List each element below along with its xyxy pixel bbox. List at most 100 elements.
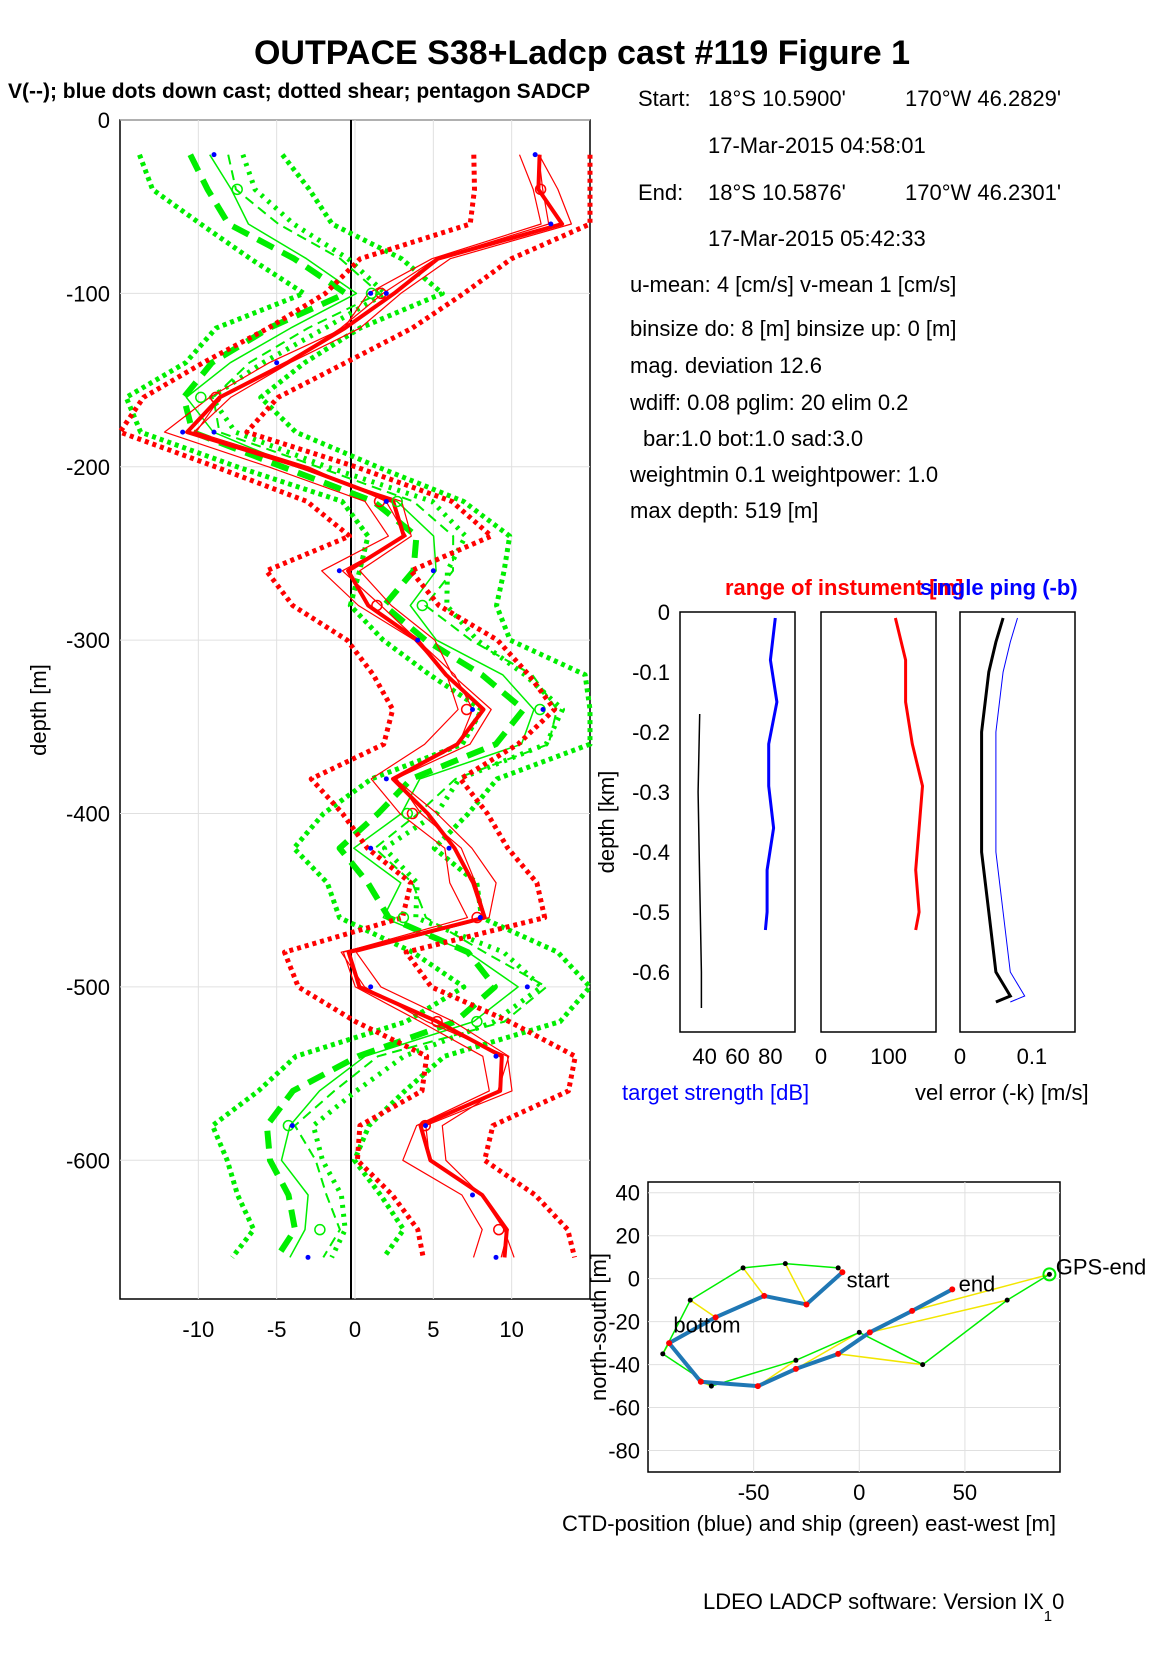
ship-point [708, 1383, 714, 1389]
green-velocity-dashed-thin [212, 154, 558, 1258]
downcast-dot [493, 1254, 499, 1260]
downcast-dot [305, 1254, 311, 1260]
position-plot: -50 0 50 40 20 0 -20 -40 -60 -80 start end bottom GPS… [562, 1181, 1146, 1536]
depth-axis-label: depth [m] [26, 664, 51, 756]
end-lat: 18°S 10.5876' [708, 180, 846, 205]
pos-x-tick: 50 [953, 1480, 977, 1505]
bar-weights: bar:1.0 bot:1.0 sad:3.0 [643, 426, 863, 451]
downcast-dot [532, 152, 538, 158]
pos-axes-box [647, 1181, 1061, 1473]
range-x-tick: 0 [815, 1044, 827, 1069]
x-tick-label: 5 [427, 1317, 439, 1342]
pos-x-tick: -50 [738, 1480, 770, 1505]
ctd-ship-link [911, 1273, 1050, 1312]
x-tick-label: 10 [499, 1317, 523, 1342]
single-ping-line [995, 617, 1026, 1003]
red-velocity-mean [185, 154, 565, 1258]
ctd-track [666, 1270, 954, 1389]
software-version-text: LDEO LADCP software: Version IX [703, 1589, 1044, 1614]
target-strength-line [763, 617, 779, 931]
depth-km-tick: -0.4 [632, 840, 670, 865]
single-ping-title: single ping (-b) [920, 575, 1078, 600]
downcast-dot [493, 1053, 499, 1059]
pos-ylabel: north-south [m] [586, 1253, 611, 1401]
vel-error-line [980, 617, 1013, 1004]
ship-point [740, 1265, 746, 1271]
downcast-dot [383, 498, 389, 504]
downcast-dot [446, 845, 452, 851]
range-title: range of instument [m] [725, 575, 963, 600]
figure-subtitle: V(--); blue dots down cast; dotted shear… [8, 80, 590, 103]
target-strength-panel [679, 611, 796, 1033]
downcast-dot [180, 429, 186, 435]
pos-label-start: start [847, 1267, 890, 1292]
downcast-dot [548, 221, 554, 227]
depth-km-tick: -0.1 [632, 660, 670, 685]
depth-km-tick: -0.6 [632, 960, 670, 985]
end-time: 17-Mar-2015 05:42:33 [708, 226, 926, 251]
green-velocity-thin [185, 154, 535, 1258]
y-tick-label: -400 [66, 802, 110, 827]
pos-y-tick: -20 [608, 1310, 640, 1335]
x-tick-label: -10 [182, 1317, 214, 1342]
downcast-dot [368, 290, 374, 296]
downcast-dot [274, 360, 280, 366]
ctd-ship-link [784, 1263, 808, 1305]
ctd-point [792, 1365, 799, 1372]
err-x-tick: 0 [954, 1044, 966, 1069]
pos-y-tick: -40 [608, 1353, 640, 1378]
ctd-point [949, 1286, 956, 1293]
ship-point [782, 1261, 788, 1267]
downcast-dot [415, 637, 421, 643]
range-panel [820, 611, 937, 1033]
range-x-tick: 100 [870, 1044, 907, 1069]
depth-km-label: depth [km] [594, 771, 619, 874]
downcast-dot [211, 429, 217, 435]
ctd-point [835, 1350, 842, 1357]
start-time: 17-Mar-2015 04:58:01 [708, 133, 926, 158]
ship-point [687, 1297, 693, 1303]
sadcp-pentagon-red [406, 807, 419, 820]
sadcp-pentagon-green [314, 1223, 326, 1236]
downcast-dot [211, 152, 217, 158]
ctd-ship-link [838, 1353, 923, 1366]
error-panel [959, 611, 1076, 1033]
ctd-point [666, 1340, 673, 1347]
depth-km-tick: -0.3 [632, 780, 670, 805]
beam-strength-line [697, 713, 703, 1008]
sadcp-pentagon-green [397, 911, 410, 924]
ship-point [856, 1329, 862, 1335]
ctd-ship-link [795, 1331, 860, 1370]
ctd-point [866, 1329, 873, 1336]
ship-point [1046, 1271, 1052, 1277]
range-line [893, 617, 925, 931]
sadcp-pentagon-green [231, 183, 243, 196]
downcast-dot [368, 845, 374, 851]
pos-label-bottom: bottom [673, 1312, 740, 1337]
ship-point [660, 1351, 666, 1357]
downcast-dot [336, 568, 342, 574]
sadcp-pentagon-red [210, 391, 222, 404]
ctd-point [803, 1301, 810, 1308]
range-axes-box [820, 611, 937, 1033]
pos-y-tick: -60 [608, 1396, 640, 1421]
cast-info: Start: 18°S 10.5900' 170°W 46.2829' 17-M… [629, 86, 1061, 523]
velocity-profile-plot: -10 -5 0 5 10 0 -100 -200 -300 -400 -500 -600 depth… [26, 108, 593, 1342]
err-x-tick: 0.1 [1017, 1044, 1048, 1069]
downcast-dot [470, 1192, 475, 1198]
downcast-dot [289, 1123, 295, 1129]
pos-label-end: end [959, 1272, 996, 1297]
pos-x-tick: 0 [853, 1480, 865, 1505]
ts-x-tick: 60 [725, 1044, 749, 1069]
pos-y-tick: 20 [616, 1224, 640, 1249]
mag-deviation: mag. deviation 12.6 [630, 353, 822, 378]
err-axes-box [959, 611, 1076, 1033]
sadcp-pentagon-green [416, 599, 429, 612]
y-tick-label: 0 [98, 108, 110, 133]
downcast-dot [524, 984, 530, 990]
pos-y-tick: 0 [628, 1267, 640, 1292]
sadcp-pentagon-green [365, 287, 378, 300]
end-label: End: [638, 180, 683, 205]
target-strength-label: target strength [dB] [622, 1080, 809, 1105]
